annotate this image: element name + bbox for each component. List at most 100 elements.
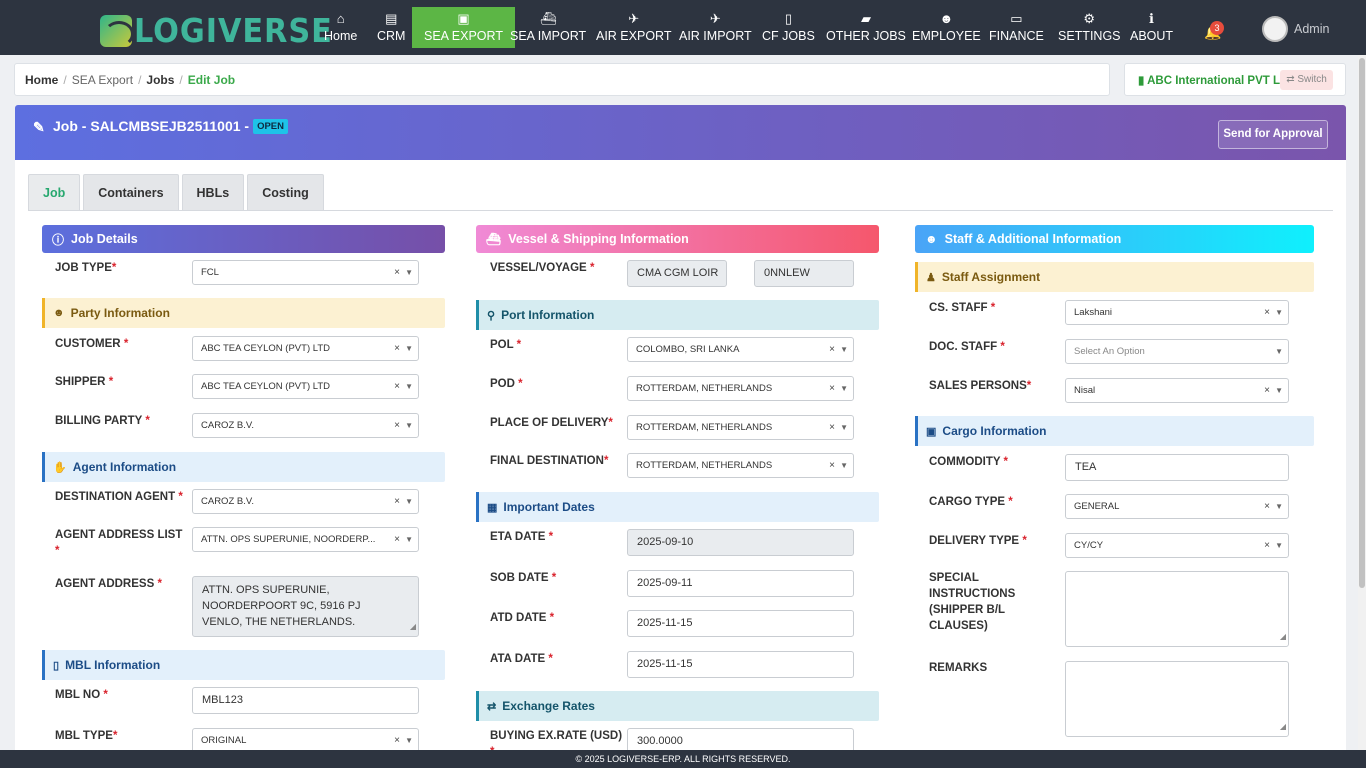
- place-of-delivery-select[interactable]: ROTTERDAM, NETHERLANDS × ▼: [627, 415, 854, 440]
- nav-air-import[interactable]: ✈ AIR IMPORT: [679, 11, 752, 44]
- delivery-type-select[interactable]: CY/CY × ▼: [1065, 533, 1289, 558]
- pol-select[interactable]: COLOMBO, SRI LANKA × ▼: [627, 337, 854, 362]
- resize-grip-icon[interactable]: ◢: [1279, 632, 1286, 641]
- clear-icon[interactable]: ×: [829, 383, 835, 394]
- agent-address-list-label: AGENT ADDRESS LIST *: [55, 529, 183, 557]
- sob-date-input[interactable]: 2025-09-11: [627, 570, 854, 597]
- eta-date-input[interactable]: 2025-09-10: [627, 529, 854, 556]
- footer: © 2025 LOGIVERSE-ERP. ALL RIGHTS RESERVE…: [0, 750, 1366, 768]
- chevron-down-icon: ▼: [405, 421, 413, 430]
- nav-employee[interactable]: ☻ EMPLOYEE: [912, 11, 981, 44]
- gear-icon: ⚙: [1083, 11, 1096, 26]
- company-name: ▮ ABC International PVT Ltd: [1138, 75, 1291, 87]
- chevron-down-icon: ▼: [840, 461, 848, 470]
- chevron-down-icon: ▼: [405, 736, 413, 745]
- clear-icon[interactable]: ×: [829, 344, 835, 355]
- clear-icon[interactable]: ×: [1264, 385, 1270, 396]
- breadcrumb-jobs[interactable]: Jobs: [146, 72, 175, 87]
- switch-company-button[interactable]: ⇄ Switch: [1280, 70, 1333, 90]
- nav-home[interactable]: ⌂ Home: [324, 11, 358, 44]
- clear-icon[interactable]: ×: [1264, 540, 1270, 551]
- user-name[interactable]: Admin: [1294, 22, 1330, 36]
- file-icon: ▯: [53, 659, 60, 672]
- logo[interactable]: LOGIVERSE: [100, 14, 350, 48]
- job-type-select[interactable]: FCL × ▼: [192, 260, 419, 285]
- tab-containers[interactable]: Containers: [83, 174, 179, 211]
- breadcrumb-separator: /: [179, 72, 183, 87]
- agent-information-header: ✋ Agent Information: [42, 452, 445, 482]
- pod-select[interactable]: ROTTERDAM, NETHERLANDS × ▼: [627, 376, 854, 401]
- doc-staff-select[interactable]: Select An Option ▼: [1065, 339, 1289, 364]
- money-bill-icon: ▭: [1010, 11, 1023, 26]
- chevron-down-icon: ▼: [405, 268, 413, 277]
- special-instructions-textarea[interactable]: ◢: [1065, 571, 1289, 647]
- clear-icon[interactable]: ×: [394, 534, 400, 545]
- clear-icon[interactable]: ×: [394, 420, 400, 431]
- cs-staff-select[interactable]: Lakshani × ▼: [1065, 300, 1289, 325]
- clear-icon[interactable]: ×: [394, 381, 400, 392]
- clear-icon[interactable]: ×: [1264, 307, 1270, 318]
- clear-icon[interactable]: ×: [394, 267, 400, 278]
- building-icon: ▮: [1138, 75, 1145, 87]
- customer-select[interactable]: ABC TEA CEYLON (PVT) LTD × ▼: [192, 336, 419, 361]
- avatar[interactable]: [1262, 16, 1288, 42]
- commodity-input[interactable]: TEA: [1065, 454, 1289, 481]
- remarks-textarea[interactable]: ◢: [1065, 661, 1289, 737]
- atd-date-input[interactable]: 2025-11-15: [627, 610, 854, 637]
- mbl-no-label: MBL NO *: [55, 689, 108, 701]
- nav-crm[interactable]: ▤ CRM: [377, 11, 406, 44]
- clear-icon[interactable]: ×: [394, 496, 400, 507]
- nav-finance[interactable]: ▭ FINANCE: [989, 11, 1044, 44]
- staff-additional-header: ☻ Staff & Additional Information: [915, 225, 1314, 253]
- destination-agent-select[interactable]: CAROZ B.V. × ▼: [192, 489, 419, 514]
- nav-other-jobs[interactable]: ▰ OTHER JOBS: [826, 11, 906, 44]
- chevron-down-icon: ▼: [1275, 502, 1283, 511]
- clear-icon[interactable]: ×: [829, 460, 835, 471]
- required-marker: *: [157, 578, 162, 590]
- tab-costing[interactable]: Costing: [247, 174, 324, 211]
- edit-icon: ✎: [33, 119, 45, 135]
- nav-sea-export[interactable]: ▣ SEA EXPORT: [412, 7, 515, 48]
- agent-address-textarea[interactable]: ATTN. OPS SUPERUNIE, NOORDERPOORT 9C, 59…: [192, 576, 419, 637]
- exchange-icon: ⇄: [487, 700, 497, 713]
- clear-icon[interactable]: ×: [829, 422, 835, 433]
- job-header: ✎ Job - SALCMBSEJB2511001 - OPEN Send fo…: [15, 105, 1346, 160]
- clear-icon[interactable]: ×: [1264, 501, 1270, 512]
- agent-address-list-select[interactable]: ATTN. OPS SUPERUNIE, NOORDERP... × ▼: [192, 527, 419, 552]
- cargo-type-label: CARGO TYPE *: [929, 496, 1013, 508]
- required-marker: *: [103, 689, 108, 701]
- ship-icon: ⛴: [539, 11, 557, 26]
- resize-grip-icon[interactable]: ◢: [1279, 722, 1286, 731]
- port-information-header: ⚲ Port Information: [476, 300, 879, 330]
- tab-hbls[interactable]: HBLs: [181, 174, 245, 211]
- tab-job[interactable]: Job: [28, 174, 81, 211]
- scrollbar-thumb[interactable]: [1359, 58, 1365, 588]
- nav-cf-jobs[interactable]: ▯ CF JOBS: [762, 11, 815, 44]
- billing-party-select[interactable]: CAROZ B.V. × ▼: [192, 413, 419, 438]
- clear-icon[interactable]: ×: [394, 735, 400, 746]
- cs-staff-label: CS. STAFF *: [929, 302, 996, 314]
- send-for-approval-button[interactable]: Send for Approval: [1218, 120, 1328, 149]
- cargo-type-select[interactable]: GENERAL × ▼: [1065, 494, 1289, 519]
- voyage-input[interactable]: 0NNLEW: [754, 260, 854, 287]
- sales-persons-select[interactable]: Nisal × ▼: [1065, 378, 1289, 403]
- chevron-down-icon: ▼: [840, 345, 848, 354]
- breadcrumb-home[interactable]: Home: [25, 72, 59, 87]
- ata-date-input[interactable]: 2025-11-15: [627, 651, 854, 678]
- nav-air-export[interactable]: ✈ AIR EXPORT: [596, 11, 672, 44]
- shipper-select[interactable]: ABC TEA CEYLON (PVT) LTD × ▼: [192, 374, 419, 399]
- vessel-input[interactable]: CMA CGM LOIR: [627, 260, 727, 287]
- resize-grip-icon[interactable]: ◢: [409, 622, 416, 631]
- special-instructions-label: SPECIAL INSTRUCTIONS (SHIPPER B/L CLAUSE…: [929, 572, 1016, 632]
- doc-staff-label: DOC. STAFF *: [929, 341, 1005, 353]
- nav-sea-import[interactable]: ⛴ SEA IMPORT: [510, 11, 587, 44]
- commodity-label: COMMODITY *: [929, 456, 1009, 468]
- brand-name: LOGIVERSE: [134, 11, 333, 50]
- nav-settings[interactable]: ⚙ SETTINGS: [1058, 11, 1121, 44]
- tab-bar: Job Containers HBLs Costing: [28, 174, 327, 211]
- nav-about[interactable]: ℹ ABOUT: [1130, 11, 1174, 44]
- tab-divider: [28, 210, 1333, 211]
- clear-icon[interactable]: ×: [394, 343, 400, 354]
- final-destination-select[interactable]: ROTTERDAM, NETHERLANDS × ▼: [627, 453, 854, 478]
- mbl-no-input[interactable]: MBL123: [192, 687, 419, 714]
